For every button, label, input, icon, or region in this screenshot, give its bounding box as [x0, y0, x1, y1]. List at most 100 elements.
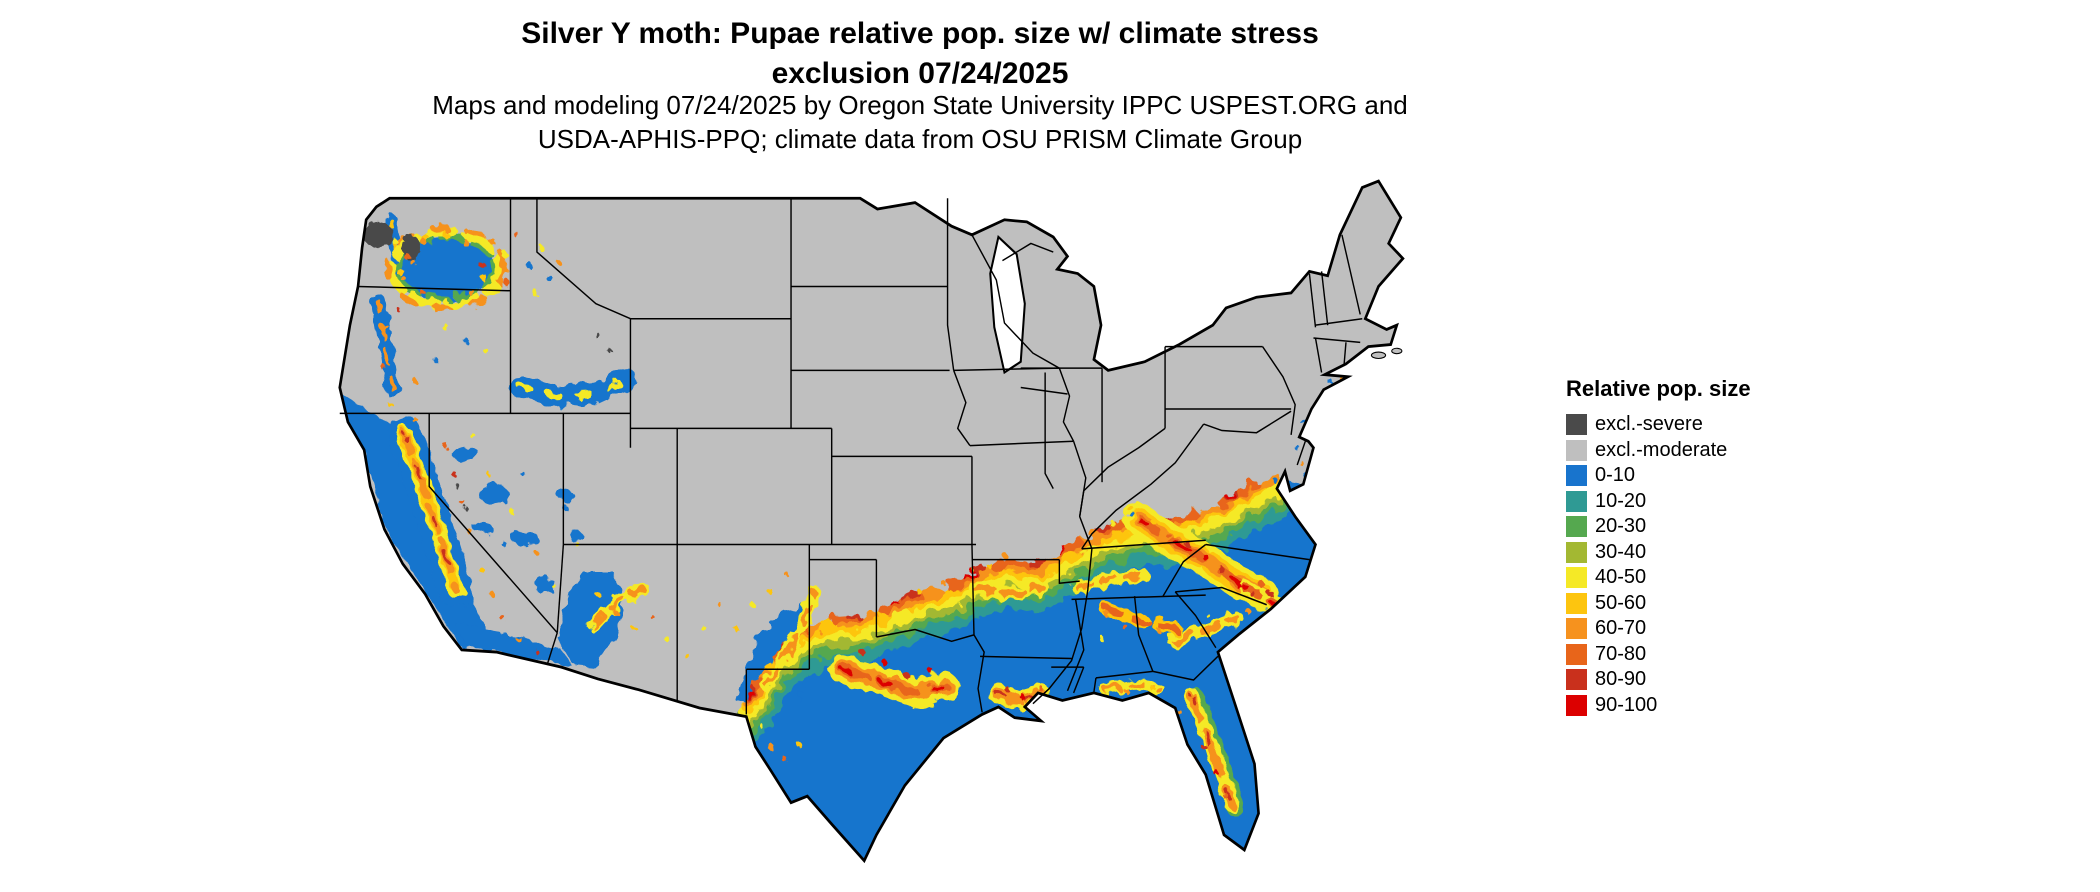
legend-swatch	[1566, 465, 1587, 487]
raster-speck	[465, 229, 471, 236]
map-subtitle-line2: USDA-APHIS-PPQ; climate data from OSU PR…	[537, 124, 1303, 154]
raster-speck	[784, 572, 789, 577]
raster-speck	[486, 471, 491, 476]
raster-speck	[388, 402, 394, 408]
raster-speck	[1020, 694, 1026, 700]
raster-speck	[562, 505, 568, 511]
legend-item: 50-60	[1566, 591, 1751, 617]
raster-speck	[479, 567, 485, 574]
legend-item: 60-70	[1566, 616, 1751, 642]
raster-speck	[432, 356, 438, 363]
legend-label: 20-30	[1595, 515, 1647, 538]
raster-speck	[410, 260, 416, 266]
raster-speck	[538, 245, 544, 251]
raster-speck	[459, 498, 465, 505]
raster-speck	[768, 589, 774, 595]
west-arizona-region	[555, 572, 625, 668]
raster-speck	[412, 417, 418, 423]
legend-label: 0-10	[1595, 464, 1636, 487]
nv-patch	[511, 529, 538, 547]
raster-speck	[1150, 518, 1156, 524]
raster-speck	[468, 289, 475, 297]
raster-speck	[546, 274, 553, 282]
raster-speck	[520, 471, 525, 476]
raster-speck	[516, 636, 522, 642]
nv-patch	[533, 577, 557, 593]
legend-swatch	[1566, 592, 1587, 614]
raster-speck	[595, 591, 601, 597]
raster-speck	[701, 625, 707, 632]
raster-speck	[987, 563, 993, 569]
raster-speck	[1140, 614, 1146, 621]
legend-swatch	[1566, 414, 1587, 436]
raster-speck	[717, 602, 722, 607]
raster-speck	[1235, 582, 1241, 589]
raster-speck	[1223, 793, 1229, 799]
raster-speck	[525, 261, 532, 269]
raster-speck	[442, 231, 449, 239]
raster-speck	[1267, 590, 1274, 598]
legend: Relative pop. size excl.-severe excl.-mod…	[1566, 376, 1751, 718]
legend-item: 10-20	[1566, 489, 1751, 515]
raster-speck	[1109, 520, 1115, 526]
raster-speck	[403, 253, 410, 260]
legend-swatch	[1566, 567, 1587, 589]
raster-speck	[483, 348, 489, 354]
legend-label: 70-80	[1595, 642, 1647, 665]
raster-speck	[392, 238, 398, 244]
nv-patch	[479, 485, 510, 505]
raster-speck	[940, 580, 947, 586]
nv-patch	[472, 520, 492, 534]
raster-speck	[1001, 552, 1008, 558]
raster-speck	[442, 442, 448, 449]
raster-speck	[1327, 378, 1333, 384]
raster-speck	[1156, 627, 1162, 634]
raster-speck	[733, 625, 739, 632]
raster-speck	[758, 723, 763, 728]
raster-speck	[903, 672, 910, 679]
legend-label: 80-90	[1595, 668, 1647, 691]
raster-speck	[1166, 533, 1172, 539]
legend-item: 70-80	[1566, 642, 1751, 668]
legend-label: excl.-severe	[1595, 413, 1703, 436]
raster-speck	[1003, 685, 1010, 692]
raster-speck	[383, 324, 390, 330]
legend-swatch	[1566, 516, 1587, 538]
raster-speck	[420, 290, 426, 296]
legend-item: excl.-moderate	[1566, 438, 1751, 464]
lake-michigan	[989, 234, 1026, 375]
legend-item: 80-90	[1566, 667, 1751, 693]
map-subtitle: Maps and modeling 07/24/2025 by Oregon S…	[0, 88, 1840, 156]
map-title-line2: exclusion 07/24/2025	[771, 57, 1069, 90]
raster-speck	[1103, 610, 1110, 617]
raster-speck	[1038, 685, 1044, 692]
raster-speck	[1245, 608, 1251, 614]
legend-swatch	[1566, 618, 1587, 640]
raster-speck	[881, 659, 888, 667]
raster-speck	[396, 307, 401, 313]
legend-item: 40-50	[1566, 565, 1751, 591]
raster-speck	[467, 528, 473, 535]
map-title: Silver Y moth: Pupae relative pop. size …	[0, 14, 1840, 94]
raster-speck	[412, 378, 418, 384]
raster-speck	[455, 483, 461, 490]
legend-label: 60-70	[1595, 617, 1647, 640]
legend-swatch	[1566, 643, 1587, 665]
raster-speck	[442, 298, 449, 305]
raster-speck	[1272, 477, 1278, 483]
raster-speck	[1257, 580, 1264, 587]
ut-patch	[557, 489, 574, 501]
olympic-dark-patch	[363, 221, 394, 248]
ne-islands	[1370, 347, 1403, 360]
legend-label: 10-20	[1595, 489, 1647, 512]
legend-swatch	[1566, 694, 1587, 716]
raster-speck	[479, 261, 486, 269]
raster-speckles	[379, 229, 1344, 799]
raster-speck	[1093, 533, 1098, 539]
raster-speck	[613, 610, 619, 617]
raster-speck	[1123, 688, 1129, 694]
raster-speck	[471, 434, 477, 440]
legend-title: Relative pop. size	[1566, 376, 1751, 401]
raster-speck	[400, 443, 405, 448]
